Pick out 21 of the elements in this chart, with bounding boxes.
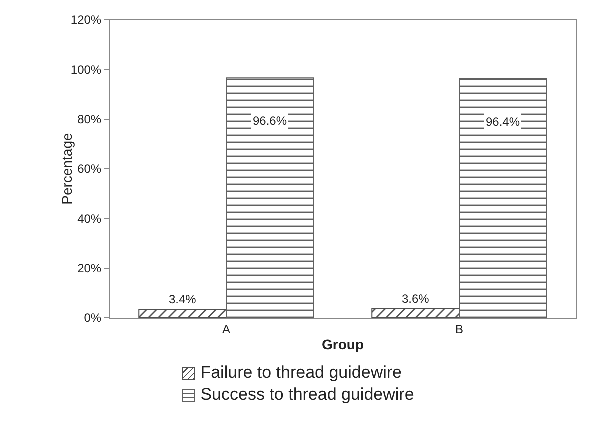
y-tick-label: 40% (78, 212, 102, 226)
bar (372, 308, 460, 318)
y-tick-label: 0% (84, 311, 102, 326)
y-tick-label: 60% (78, 162, 102, 176)
bar (226, 78, 314, 318)
y-tick-label: 100% (70, 62, 102, 77)
legend-label: Failure to thread guidewire (200, 362, 402, 384)
bar (138, 309, 227, 318)
legend-label: Success to thread guidewire (200, 384, 414, 406)
y-tick-label: 120% (70, 13, 102, 28)
data-label: 3.4% (168, 292, 197, 307)
data-label: 96.4% (486, 115, 520, 129)
data-label: 96.6% (253, 114, 288, 128)
data-label: 3.6% (402, 292, 430, 306)
y-axis-title: Percentage (59, 132, 75, 205)
x-tick-label: B (455, 322, 464, 336)
x-axis-title: Group (322, 336, 364, 353)
y-tick-label: 20% (78, 262, 102, 276)
y-tick-label: 80% (78, 112, 102, 127)
bar (459, 78, 548, 318)
x-tick-label: A (222, 322, 231, 336)
